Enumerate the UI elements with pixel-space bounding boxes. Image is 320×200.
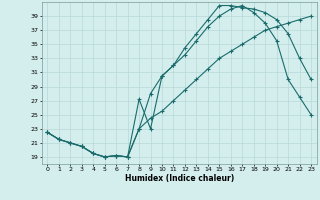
- X-axis label: Humidex (Indice chaleur): Humidex (Indice chaleur): [124, 174, 234, 183]
